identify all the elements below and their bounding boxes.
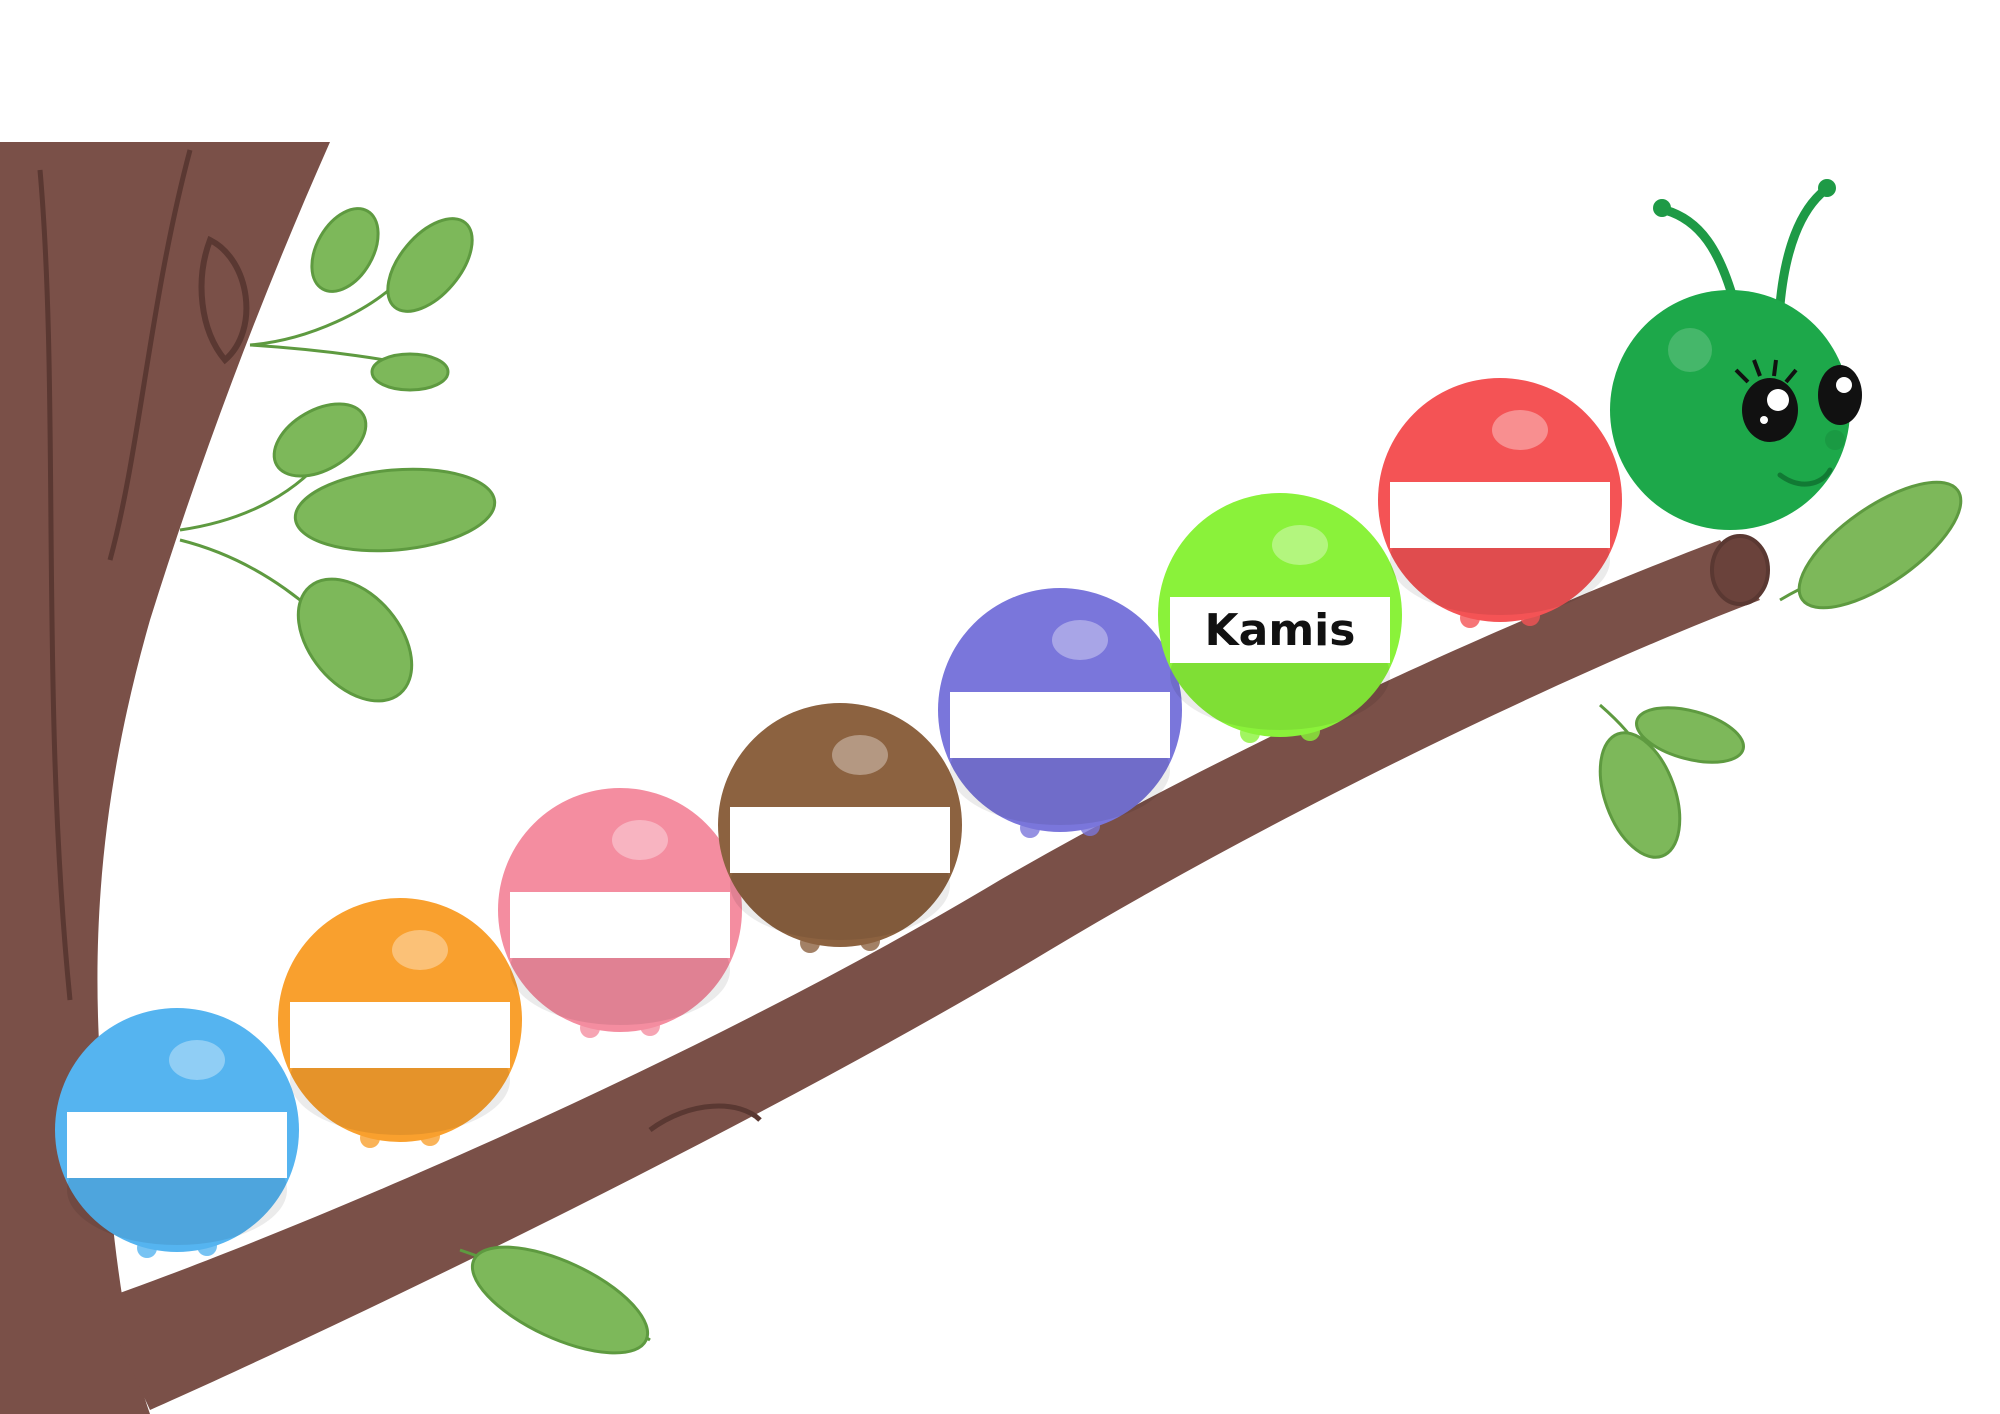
segment-highlight xyxy=(392,930,448,970)
leaf-cluster-right xyxy=(1598,480,1963,859)
segment-highlight xyxy=(832,735,888,775)
segment-highlight xyxy=(1052,620,1108,660)
leaf-cluster-middle xyxy=(179,402,497,703)
branch xyxy=(100,540,1760,1410)
branch-knot xyxy=(648,1103,762,1133)
right-eye xyxy=(1818,365,1862,425)
segment-highlight xyxy=(612,820,668,860)
segment-highlight xyxy=(1272,525,1328,565)
trunk-bark-line xyxy=(107,149,193,561)
left-eye xyxy=(1734,359,1798,442)
trunk-knot xyxy=(198,235,250,365)
branch-tip xyxy=(1710,534,1770,606)
segment-label[interactable] xyxy=(730,807,950,873)
trunk-bark-line xyxy=(37,169,73,1001)
caterpillar-head xyxy=(1610,179,1862,530)
segment-label[interactable]: Kamis xyxy=(1170,597,1390,663)
segment-label[interactable] xyxy=(510,892,730,958)
right-antenna xyxy=(1775,185,1830,310)
left-antenna xyxy=(1660,205,1740,310)
smile xyxy=(1777,467,1833,487)
leaf-cluster-top xyxy=(249,207,474,392)
leaf-bottom xyxy=(459,1245,651,1355)
segment-highlight xyxy=(169,1040,225,1080)
segment-label[interactable] xyxy=(67,1112,287,1178)
segment-highlight xyxy=(1492,410,1548,450)
segment-label[interactable] xyxy=(1390,482,1610,548)
segment-label[interactable] xyxy=(950,692,1170,758)
segment-label[interactable] xyxy=(290,1002,510,1068)
